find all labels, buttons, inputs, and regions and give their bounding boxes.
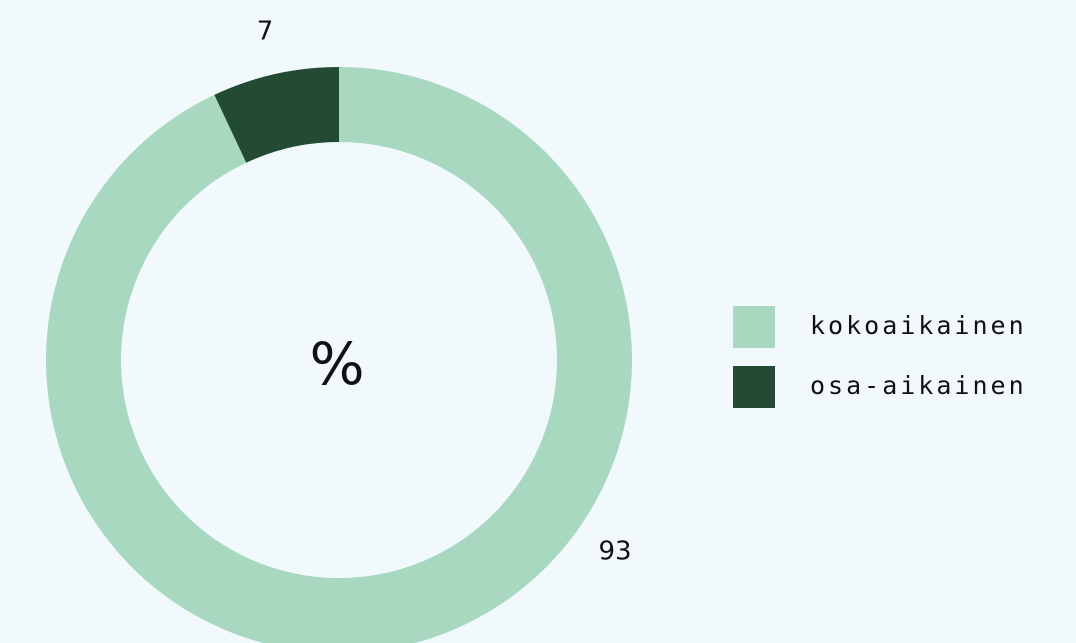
legend-swatch — [733, 306, 775, 348]
value-label: 7 — [257, 17, 274, 47]
value-label: 93 — [598, 537, 631, 567]
legend-swatch — [733, 366, 775, 408]
donut-slice — [214, 67, 339, 163]
legend-label: kokoaikainen — [810, 311, 1027, 340]
legend-label: osa-aikainen — [810, 371, 1027, 400]
center-label: % — [309, 330, 364, 398]
